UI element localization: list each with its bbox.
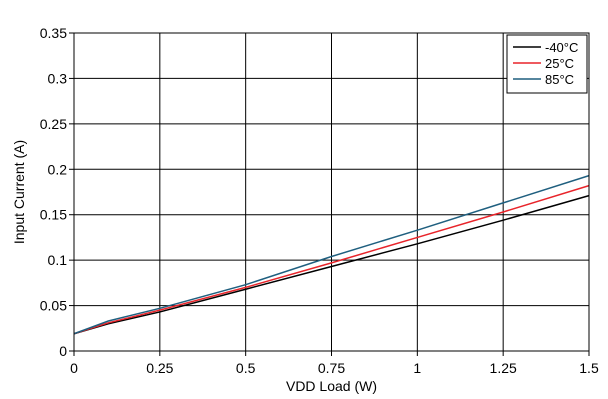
y-axis-label: Input Current (A) xyxy=(11,140,27,244)
series-group xyxy=(73,174,590,335)
x-tick-label: 1.5 xyxy=(579,360,599,376)
x-tick-label: 0.25 xyxy=(146,360,173,376)
y-tick-label: 0.2 xyxy=(48,161,68,177)
y-tick-labels: 0 0.05 0.1 0.15 0.2 0.25 0.3 0.35 xyxy=(40,25,67,359)
y-tick-label: 0.05 xyxy=(40,298,67,314)
x-axis-label: VDD Load (W) xyxy=(286,378,377,394)
ticks xyxy=(69,32,590,356)
legend-label: 85°C xyxy=(545,72,574,87)
series-line xyxy=(73,174,590,335)
x-tick-label: 0.75 xyxy=(318,360,345,376)
x-tick-labels: 0 0.25 0.5 0.75 1 1.25 1.5 xyxy=(70,360,599,376)
legend: -40°C25°C85°C xyxy=(506,34,588,94)
y-tick-label: 0.1 xyxy=(48,252,68,268)
y-tick-label: 0.3 xyxy=(48,70,68,86)
x-tick-label: 0.5 xyxy=(236,360,256,376)
x-tick-label: 0 xyxy=(70,360,78,376)
series-line xyxy=(73,184,590,335)
grid xyxy=(73,32,590,352)
y-tick-label: 0.35 xyxy=(40,25,67,41)
legend-label: 25°C xyxy=(545,56,574,71)
x-tick-label: 1.25 xyxy=(490,360,517,376)
y-tick-label: 0.25 xyxy=(40,116,67,132)
x-tick-label: 1 xyxy=(413,360,421,376)
series-line xyxy=(73,194,590,335)
legend-label: -40°C xyxy=(545,40,578,55)
legend-box xyxy=(506,34,588,94)
y-tick-label: 0.15 xyxy=(40,207,67,223)
y-tick-label: 0 xyxy=(59,343,67,359)
